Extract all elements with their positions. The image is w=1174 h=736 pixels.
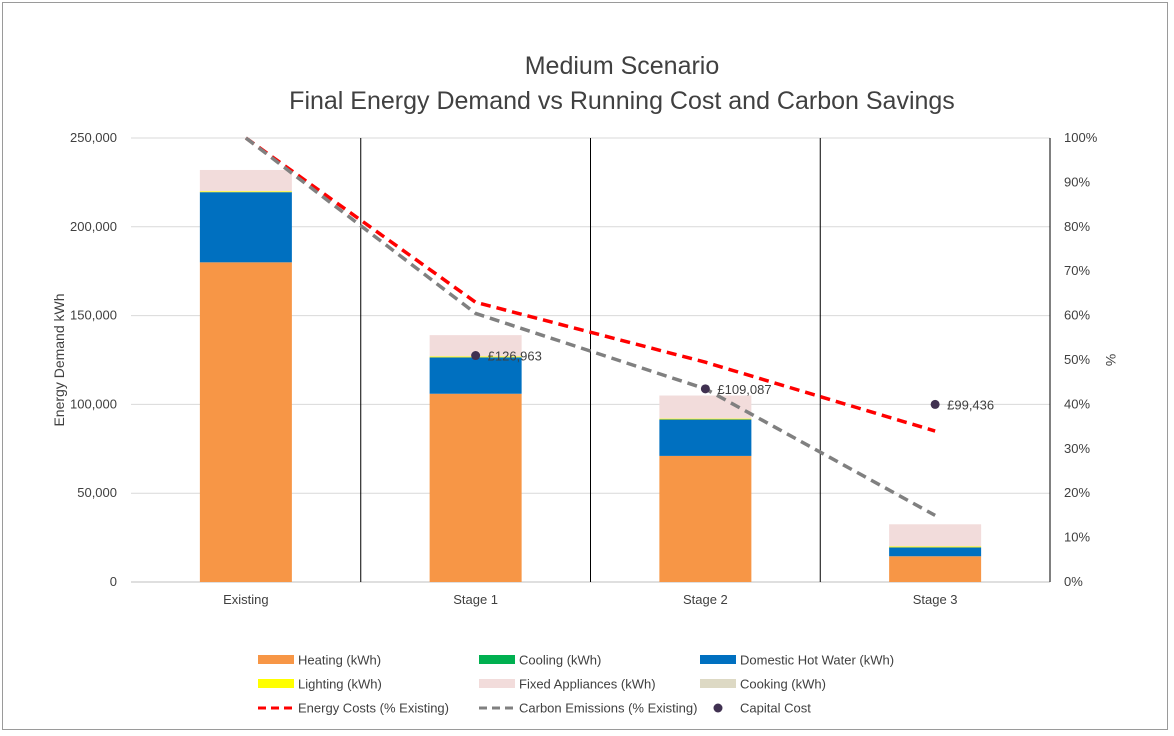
bar-segment [659, 419, 752, 456]
x-tick-label: Existing [223, 592, 269, 607]
y-tick-label: 150,000 [70, 308, 117, 323]
series-line [244, 136, 936, 517]
y2-tick-label: 40% [1064, 396, 1090, 411]
capital-cost-point [700, 384, 710, 394]
y2-axis-ticks: 0% 10% 20% 30% 40% 50% 60% 70% 80% 90% 100% [1064, 130, 1098, 589]
bar-segment [659, 418, 752, 420]
capital-cost-label: £109,087 [717, 382, 771, 397]
bar-segment [199, 262, 292, 582]
y-tick-label: 200,000 [70, 219, 117, 234]
legend-swatch [700, 655, 736, 664]
x-tick-label: Stage 2 [683, 592, 728, 607]
y2-axis-title: % [1103, 354, 1119, 366]
bar-segment [199, 191, 292, 193]
bar-segment [889, 524, 982, 547]
bar-segment [659, 455, 752, 582]
x-tick-label: Stage 1 [453, 592, 498, 607]
bar-segment [659, 395, 752, 419]
legend-label: Heating (kWh) [298, 653, 381, 668]
legend-swatch [700, 679, 736, 688]
legend: Heating (kWh) Cooling (kWh) Domestic Hot W… [258, 653, 894, 716]
bar-segment [199, 169, 292, 192]
y-tick-label: 0 [110, 574, 117, 589]
legend-label: Capital Cost [740, 701, 811, 716]
legend-label: Cooking (kWh) [740, 677, 826, 692]
y2-tick-label: 90% [1064, 174, 1090, 189]
y2-tick-label: 30% [1064, 441, 1090, 456]
y2-tick-label: 60% [1064, 308, 1090, 323]
y2-tick-label: 80% [1064, 219, 1090, 234]
bar-segment [199, 192, 292, 263]
capital-cost-label: £99,436 [947, 397, 994, 412]
category-separators [360, 138, 1051, 582]
y-axis-ticks: 0 50,000 100,000 150,000 200,000 250,000 [70, 130, 117, 589]
legend-swatch [479, 679, 515, 688]
bar-segment [429, 393, 522, 582]
legend-swatch [258, 655, 294, 664]
legend-label: Fixed Appliances (kWh) [519, 677, 656, 692]
legend-swatch [258, 679, 294, 688]
y2-tick-label: 20% [1064, 485, 1090, 500]
y2-tick-label: 0% [1064, 574, 1083, 589]
legend-label: Domestic Hot Water (kWh) [740, 653, 894, 668]
y-tick-label: 100,000 [70, 396, 117, 411]
y-tick-label: 250,000 [70, 130, 117, 145]
y2-tick-label: 50% [1064, 352, 1090, 367]
series-line [244, 136, 936, 433]
legend-label: Carbon Emissions (% Existing) [519, 701, 697, 716]
chart-title-line-2: Final Energy Demand vs Running Cost and … [289, 87, 955, 115]
bar-segment [429, 357, 522, 394]
y2-tick-label: 70% [1064, 263, 1090, 278]
capital-cost-point [930, 399, 940, 409]
legend-label: Lighting (kWh) [298, 677, 382, 692]
bar-segment [889, 546, 982, 548]
chart-title-line-1: Medium Scenario [525, 52, 720, 80]
legend-swatch [713, 703, 723, 713]
capital-cost-point [471, 351, 481, 361]
lines [244, 136, 936, 517]
x-axis-ticks: Existing Stage 1 Stage 2 Stage 3 [223, 592, 957, 607]
capital-cost-label: £126,963 [488, 349, 542, 364]
capital-cost-points: £126,963 £109,087 £99,436 [471, 349, 994, 412]
bar-segment [889, 547, 982, 557]
y-axis-title: Energy Demand kWh [51, 293, 67, 426]
y2-tick-label: 100% [1064, 130, 1098, 145]
legend-swatch [479, 655, 515, 664]
x-tick-label: Stage 3 [913, 592, 958, 607]
bars [199, 169, 982, 582]
bar-segment [889, 556, 982, 582]
y2-tick-label: 10% [1064, 530, 1090, 545]
legend-label: Energy Costs (% Existing) [298, 701, 449, 716]
bar-segment [429, 335, 522, 357]
y-tick-label: 50,000 [77, 485, 117, 500]
legend-label: Cooling (kWh) [519, 653, 601, 668]
